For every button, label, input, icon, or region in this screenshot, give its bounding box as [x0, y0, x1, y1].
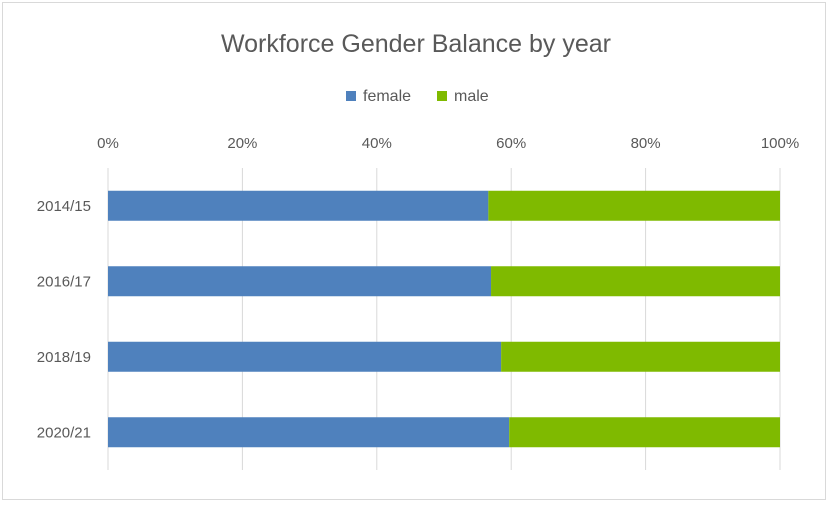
x-tick-label: 80%	[631, 135, 661, 152]
x-tick-label: 60%	[496, 135, 526, 152]
legend-label-female: female	[363, 88, 411, 105]
bar-female-2020-21	[108, 417, 510, 448]
x-tick-label: 40%	[362, 135, 392, 152]
chart-frame	[2, 2, 826, 500]
x-tick-label: 0%	[97, 135, 119, 152]
bar-male-2018-19	[501, 341, 780, 372]
y-axis-ticks: 2014/15 2016/17 2018/19 2020/21	[37, 198, 91, 442]
legend-label-male: male	[454, 88, 489, 105]
legend: female male	[346, 88, 489, 105]
bars	[108, 190, 780, 448]
bar-male-2016-17	[491, 266, 780, 297]
bar-female-2014-15	[108, 190, 489, 221]
x-axis-ticks: 0% 20% 40% 60% 80% 100%	[97, 135, 799, 152]
chart-title: Workforce Gender Balance by year	[221, 30, 611, 58]
y-tick-label: 2020/21	[37, 424, 91, 441]
bar-female-2016-17	[108, 266, 492, 297]
legend-swatch-male	[437, 91, 447, 101]
y-tick-label: 2016/17	[37, 273, 91, 290]
x-tick-label: 20%	[227, 135, 257, 152]
bar-female-2018-19	[108, 341, 502, 372]
bar-male-2020-21	[509, 417, 780, 448]
y-tick-label: 2014/15	[37, 198, 91, 215]
x-tick-label: 100%	[761, 135, 799, 152]
legend-swatch-female	[346, 91, 356, 101]
bar-male-2014-15	[488, 190, 780, 221]
y-tick-label: 2018/19	[37, 349, 91, 366]
